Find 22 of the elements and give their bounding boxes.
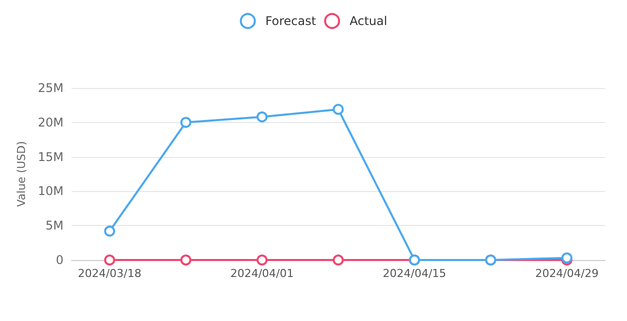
x-tick-label: 2024/04/15 <box>382 267 446 280</box>
x-tick-label: 2024/04/01 <box>230 267 294 280</box>
y-tick-label: 15M <box>38 150 64 164</box>
x-tick-label: 2024/03/18 <box>78 267 142 280</box>
legend-label: Forecast <box>265 14 316 28</box>
y-tick-label: 5M <box>46 218 64 233</box>
point <box>256 111 268 122</box>
x-tick-label: 2024/04/29 <box>535 267 599 280</box>
point <box>104 226 116 237</box>
point <box>104 254 116 266</box>
point <box>180 254 192 266</box>
point <box>180 116 192 128</box>
legend-label: Actual <box>350 14 388 28</box>
y-axis-title: Value (USD) <box>15 141 28 207</box>
y-tick-label: 25M <box>38 81 64 95</box>
point <box>561 252 572 264</box>
y-tick-label: 20M <box>38 115 64 130</box>
point <box>256 254 268 266</box>
point <box>332 254 344 266</box>
point <box>332 104 344 115</box>
y-tick-label: 10M <box>38 184 64 198</box>
y-tick-label: 0 <box>56 253 64 267</box>
